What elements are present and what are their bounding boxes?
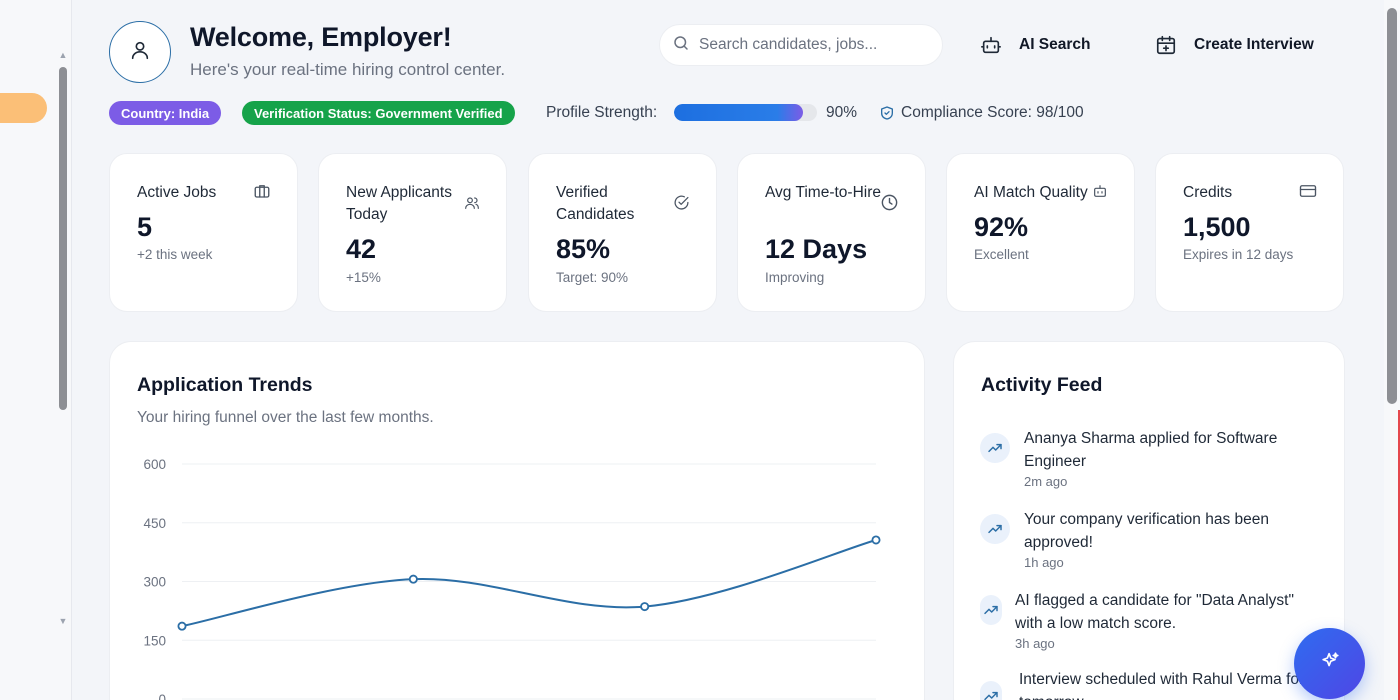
stat-label: Verified Candidates bbox=[556, 184, 635, 223]
data-point[interactable] bbox=[871, 535, 881, 545]
stat-card-avg-time-to-hire[interactable]: Avg Time-to-Hire 12 Days Improving bbox=[737, 153, 926, 312]
verification-badge: Verification Status: Government Verified bbox=[242, 101, 515, 125]
sidebar-scroll-thumb[interactable] bbox=[59, 67, 67, 410]
feed-message: Ananya Sharma applied for Software Engin… bbox=[1024, 430, 1278, 470]
data-point[interactable] bbox=[408, 574, 418, 584]
clock-icon bbox=[880, 193, 899, 212]
page-scroll-thumb[interactable] bbox=[1387, 8, 1397, 404]
country-badge: Country: India bbox=[109, 101, 222, 125]
trending-up-icon bbox=[980, 681, 1002, 700]
trending-up-icon bbox=[980, 433, 1010, 463]
stat-label: Active Jobs bbox=[137, 184, 217, 201]
profile-strength-label: Profile Strength: bbox=[546, 104, 658, 121]
stat-subtext: Expires in 12 days bbox=[1183, 247, 1294, 262]
panel-title: Activity Feed bbox=[981, 374, 1103, 396]
credit-card-icon bbox=[1299, 183, 1317, 199]
stat-label: Credits bbox=[1183, 184, 1233, 201]
series-line bbox=[181, 539, 877, 628]
feed-timestamp: 3h ago bbox=[1015, 636, 1055, 651]
stat-subtext: Target: 90% bbox=[556, 270, 629, 285]
stat-card-ai-match-quality[interactable]: AI Match Quality 92% Excellent bbox=[946, 153, 1135, 312]
robot-icon bbox=[1092, 183, 1108, 199]
page-edge-accent bbox=[1398, 410, 1400, 700]
shield-check-icon bbox=[879, 105, 895, 121]
data-point[interactable] bbox=[177, 621, 187, 631]
stat-subtext: +15% bbox=[346, 270, 381, 285]
stat-value: 1,500 bbox=[1183, 212, 1251, 242]
stat-card-credits[interactable]: Credits 1,500 Expires in 12 days bbox=[1155, 153, 1344, 312]
y-tick-label: 300 bbox=[143, 575, 166, 590]
create-interview-label: Create Interview bbox=[1194, 36, 1314, 53]
stat-card-new-applicants[interactable]: New Applicants Today 42 +15% bbox=[318, 153, 507, 312]
page-title: Welcome, Employer! bbox=[190, 22, 452, 52]
search-input[interactable] bbox=[699, 36, 929, 54]
briefcase-icon bbox=[253, 182, 271, 200]
users-icon bbox=[464, 195, 480, 211]
feed-message: Your company verification has been appro… bbox=[1024, 511, 1269, 551]
y-tick-label: 600 bbox=[143, 457, 166, 472]
user-icon bbox=[129, 39, 151, 66]
feed-timestamp: 2m ago bbox=[1024, 474, 1068, 489]
trending-up-icon bbox=[980, 595, 1002, 625]
feed-item[interactable]: AI flagged a candidate for "Data Analyst… bbox=[980, 590, 1315, 651]
panel-title: Application Trends bbox=[137, 374, 313, 396]
stat-label: Avg Time-to-Hire bbox=[765, 184, 881, 201]
y-tick-label: 150 bbox=[143, 633, 166, 648]
stat-subtext: +2 this week bbox=[137, 247, 213, 262]
scroll-down-arrow-icon[interactable]: ▼ bbox=[58, 616, 68, 626]
feed-item[interactable]: Your company verification has been appro… bbox=[980, 509, 1324, 570]
y-tick-label: 0 bbox=[158, 692, 166, 700]
stat-card-verified-candidates[interactable]: Verified Candidates 85% Target: 90% bbox=[528, 153, 717, 312]
create-interview-button[interactable]: Create Interview bbox=[1155, 30, 1314, 60]
feed-message: Interview scheduled with Rahul Verma for… bbox=[1019, 671, 1305, 700]
check-circle-icon bbox=[673, 194, 690, 211]
feed-timestamp: 1h ago bbox=[1024, 555, 1064, 570]
ai-search-button[interactable]: AI Search bbox=[980, 30, 1091, 60]
application-trends-chart: 0 150 300 450 600 bbox=[143, 457, 881, 700]
stat-subtext: Excellent bbox=[974, 247, 1029, 262]
page-scrollbar[interactable] bbox=[1384, 0, 1400, 700]
profile-strength-bar bbox=[674, 104, 817, 121]
stat-value: 85% bbox=[556, 234, 611, 264]
feed-item[interactable]: Ananya Sharma applied for Software Engin… bbox=[980, 428, 1324, 489]
data-point[interactable] bbox=[640, 602, 650, 612]
stat-value: 5 bbox=[137, 212, 153, 242]
compliance-label: Compliance Score: 98/100 bbox=[901, 104, 1084, 121]
stat-subtext: Improving bbox=[765, 270, 825, 285]
sparkle-icon bbox=[1319, 650, 1341, 677]
ai-assistant-button[interactable] bbox=[1294, 628, 1365, 699]
ai-search-label: AI Search bbox=[1019, 36, 1091, 53]
stat-value: 92% bbox=[974, 212, 1029, 242]
profile-strength-value: 90% bbox=[826, 104, 858, 121]
trending-up-icon bbox=[980, 514, 1010, 544]
feed-item[interactable]: Interview scheduled with Rahul Verma for… bbox=[980, 669, 1319, 700]
application-trends-panel: Application Trends Your hiring funnel ov… bbox=[109, 341, 925, 700]
y-tick-label: 450 bbox=[143, 516, 166, 531]
compliance-score: Compliance Score: 98/100 bbox=[879, 104, 1084, 122]
feed-message: AI flagged a candidate for "Data Analyst… bbox=[1015, 592, 1294, 632]
sidebar-active-indicator[interactable] bbox=[0, 93, 47, 123]
scroll-up-arrow-icon[interactable]: ▲ bbox=[58, 50, 68, 60]
sidebar-scrollbar[interactable]: ▲ ▼ bbox=[58, 50, 68, 630]
activity-feed-panel: Activity Feed Ananya Sharma applied for … bbox=[953, 341, 1345, 700]
page-subtitle: Here's your real-time hiring control cen… bbox=[190, 60, 506, 79]
profile-strength-fill bbox=[674, 104, 803, 121]
sidebar: ▲ ▼ bbox=[0, 0, 72, 700]
search-icon bbox=[672, 34, 690, 57]
avatar[interactable] bbox=[109, 21, 171, 83]
calendar-plus-icon bbox=[1155, 34, 1177, 56]
stat-value: 42 bbox=[346, 234, 377, 264]
stat-label: AI Match Quality bbox=[974, 184, 1088, 201]
search-bar[interactable] bbox=[659, 24, 943, 66]
robot-icon bbox=[980, 34, 1002, 56]
stat-label: New Applicants Today bbox=[346, 184, 452, 223]
panel-subtitle: Your hiring funnel over the last few mon… bbox=[137, 409, 434, 426]
stat-value: 12 Days bbox=[765, 234, 868, 264]
stat-card-active-jobs[interactable]: Active Jobs 5 +2 this week bbox=[109, 153, 298, 312]
